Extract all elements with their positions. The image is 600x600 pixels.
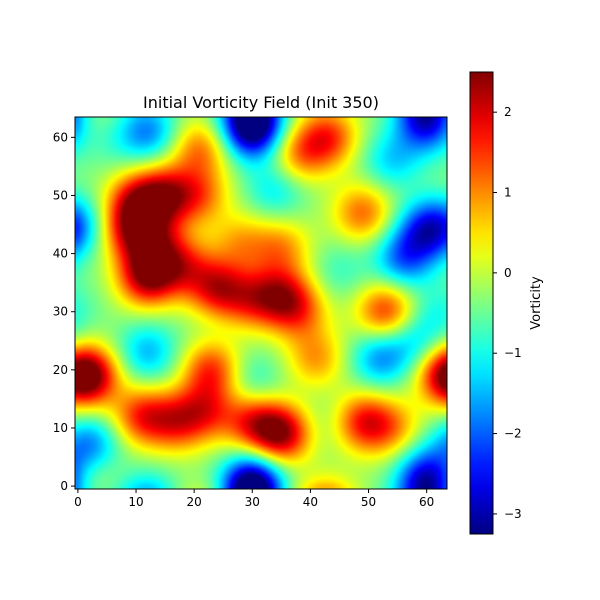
- y-tick-label: 30: [53, 305, 68, 319]
- y-tick-label: 60: [53, 130, 68, 144]
- colorbar-gradient: [469, 71, 494, 535]
- plot-area: 0 10 20 30 40 50 60 0 10 20 30 40 50 60: [53, 116, 448, 509]
- colorbar-label: Vorticity: [529, 276, 544, 330]
- colorbar: −3 −2 −1 0 1 2 Vorticity: [469, 71, 544, 535]
- x-axis-ticks: 0 10 20 30 40 50 60: [74, 489, 434, 509]
- y-tick-label: 0: [60, 479, 68, 493]
- x-tick-label: 30: [245, 495, 260, 509]
- colorbar-tick-label: −2: [504, 427, 522, 441]
- vorticity-heatmap: [75, 117, 447, 489]
- y-tick-label: 40: [53, 247, 68, 261]
- chart-title: Initial Vorticity Field (Init 350): [143, 93, 379, 112]
- colorbar-ticks: −3 −2 −1 0 1 2: [493, 105, 522, 521]
- x-tick-label: 50: [361, 495, 376, 509]
- x-tick-label: 0: [74, 495, 82, 509]
- colorbar-tick-label: −3: [504, 507, 522, 521]
- colorbar-tick-label: 1: [504, 186, 512, 200]
- y-tick-label: 10: [53, 421, 68, 435]
- x-tick-label: 10: [128, 495, 143, 509]
- axes-frame: [74, 116, 448, 490]
- y-tick-label: 50: [53, 188, 68, 202]
- colorbar-tick-label: −1: [504, 346, 522, 360]
- y-axis-ticks: 0 10 20 30 40 50 60: [53, 130, 75, 493]
- x-tick-label: 40: [303, 495, 318, 509]
- y-tick-label: 20: [53, 363, 68, 377]
- x-tick-label: 20: [187, 495, 202, 509]
- colorbar-tick-label: 0: [504, 266, 512, 280]
- colorbar-tick-label: 2: [504, 105, 512, 119]
- x-tick-label: 60: [419, 495, 434, 509]
